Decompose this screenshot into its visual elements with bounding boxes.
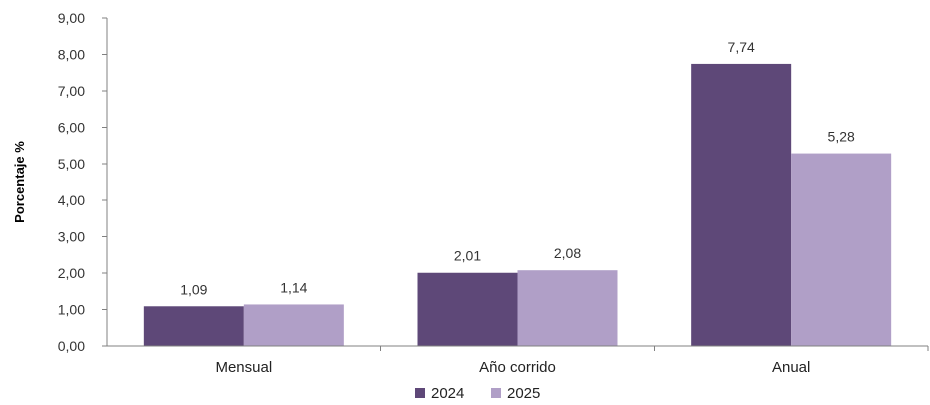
legend-swatch-2025 (491, 388, 501, 398)
y-tick-label: 8,00 (58, 46, 85, 62)
bar-mensual-2025 (243, 304, 344, 346)
data-label-ano-corrido-2025: 2,08 (554, 245, 581, 261)
legend-label-2024: 2024 (431, 385, 464, 402)
data-labels: 1,09 1,14 2,01 2,08 7,74 5,28 (180, 39, 855, 297)
y-tick-label: 6,00 (58, 119, 85, 135)
x-tick-label-mensual: Mensual (215, 359, 272, 376)
legend-swatch-2024 (415, 388, 425, 398)
data-label-mensual-2024: 1,09 (180, 281, 207, 297)
bar-ano-corrido-2025 (517, 270, 618, 346)
bar-mensual-2024 (143, 306, 244, 346)
data-label-anual-2024: 7,74 (728, 39, 755, 55)
x-axis-ticks: Mensual Año corrido Anual (215, 346, 929, 376)
x-tick-label-ano-corrido: Año corrido (479, 359, 556, 376)
y-tick-label: 7,00 (58, 83, 85, 99)
axes (106, 18, 928, 347)
y-axis-label: Porcentaje % (12, 141, 27, 223)
data-label-mensual-2025: 1,14 (280, 279, 307, 295)
bar-anual-2024 (691, 63, 792, 347)
y-tick-label: 5,00 (58, 156, 85, 172)
bar-anual-2025 (791, 153, 892, 346)
y-axis-ticks: 0,00 1,00 2,00 3,00 4,00 5,00 6,00 7,00 8,00 9,00 (58, 10, 107, 354)
y-tick-label: 4,00 (58, 192, 85, 208)
y-tick-label: 0,00 (58, 338, 85, 354)
data-label-ano-corrido-2024: 2,01 (454, 248, 481, 264)
legend: 2024 2025 (415, 385, 540, 402)
x-tick-label-anual: Anual (772, 359, 810, 376)
data-label-anual-2025: 5,28 (828, 129, 855, 145)
bar-ano-corrido-2024 (417, 272, 518, 346)
y-tick-label: 1,00 (58, 302, 85, 318)
legend-label-2025: 2025 (507, 385, 540, 402)
y-tick-label: 3,00 (58, 229, 85, 245)
y-tick-label: 2,00 (58, 265, 85, 281)
bars (143, 63, 892, 347)
y-tick-label: 9,00 (58, 10, 85, 26)
